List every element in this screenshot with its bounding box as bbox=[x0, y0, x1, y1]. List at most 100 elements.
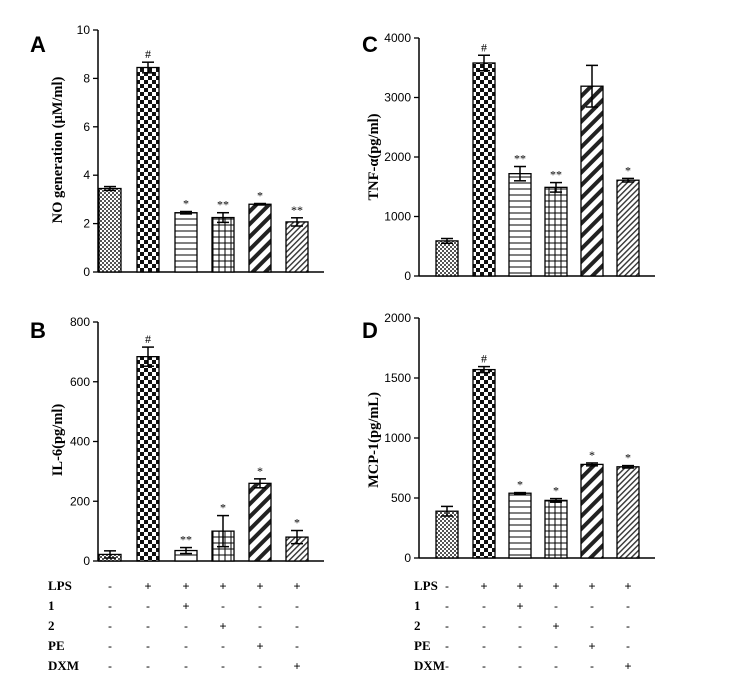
table-mark: - bbox=[221, 599, 225, 613]
table-mark: - bbox=[258, 659, 262, 673]
table-mark: - bbox=[184, 619, 188, 633]
panel-letter-d: D bbox=[362, 318, 378, 343]
table-mark: - bbox=[295, 599, 299, 613]
panel-letter-a: A bbox=[30, 32, 46, 57]
table-mark: - bbox=[221, 639, 225, 653]
significance-mark: * bbox=[553, 484, 559, 498]
y-tick-label: 8 bbox=[83, 71, 90, 85]
table-mark: - bbox=[626, 619, 630, 633]
significance-mark: ** bbox=[291, 203, 303, 217]
y-tick-label: 2000 bbox=[384, 150, 411, 164]
y-axis-title-a: NO generation (μM/ml) bbox=[50, 76, 66, 223]
bar-c-2 bbox=[508, 173, 532, 277]
significance-mark: * bbox=[625, 451, 631, 465]
y-tick-label: 3000 bbox=[384, 91, 411, 105]
table-mark: - bbox=[626, 599, 630, 613]
y-axis-title-b: IL-6(pg/ml) bbox=[50, 404, 66, 477]
significance-mark: * bbox=[257, 464, 263, 478]
significance-mark: * bbox=[517, 478, 523, 492]
significance-mark: ** bbox=[180, 533, 192, 547]
significance-mark: # bbox=[481, 40, 487, 54]
table-mark: - bbox=[482, 619, 486, 633]
table-mark: - bbox=[445, 579, 449, 593]
table-mark: + bbox=[144, 579, 151, 593]
treatment-table: LPS - + + + + +1- - + - - -2- - - + - -PE - - - - + -DXM - - - - - +… bbox=[48, 578, 632, 673]
table-mark: - bbox=[518, 619, 522, 633]
bar-b-1 bbox=[136, 356, 160, 562]
bar-a-1 bbox=[136, 66, 160, 273]
table-mark: + bbox=[516, 579, 523, 593]
table-mark: - bbox=[146, 599, 150, 613]
table-mark: - bbox=[626, 639, 630, 653]
table-mark: + bbox=[219, 579, 226, 593]
treatment-table-right: LPS - + + + + +1- - + - - -2- - - + - -PE - - - - + -DXM - - - - - + bbox=[414, 578, 632, 673]
bar-c-5 bbox=[616, 179, 640, 277]
bar-d-1 bbox=[472, 368, 496, 559]
bar-c-3 bbox=[544, 186, 568, 277]
table-mark: - bbox=[295, 619, 299, 633]
significance-mark: ** bbox=[217, 198, 229, 212]
table-mark: - bbox=[108, 579, 112, 593]
y-tick-label: 0 bbox=[83, 265, 90, 279]
table-row-label: PE bbox=[414, 638, 431, 653]
table-mark: + bbox=[256, 579, 263, 593]
y-tick-label: 4000 bbox=[384, 31, 411, 45]
y-tick-label: 400 bbox=[70, 435, 90, 449]
table-mark: - bbox=[482, 659, 486, 673]
table-mark: - bbox=[184, 639, 188, 653]
table-mark: - bbox=[184, 659, 188, 673]
table-mark: + bbox=[588, 639, 595, 653]
significance-mark: * bbox=[220, 501, 226, 515]
bar-d-3 bbox=[544, 499, 568, 559]
significance-mark: * bbox=[257, 189, 263, 203]
table-row-label: 2 bbox=[414, 618, 421, 633]
table-mark: - bbox=[146, 619, 150, 633]
significance-mark: # bbox=[145, 332, 151, 346]
y-tick-label: 1000 bbox=[384, 210, 411, 224]
significance-mark: ** bbox=[514, 152, 526, 166]
y-tick-label: 0 bbox=[404, 551, 411, 565]
significance-mark: # bbox=[481, 352, 487, 366]
y-tick-label: 4 bbox=[83, 168, 90, 182]
table-mark: - bbox=[518, 639, 522, 653]
table-row-label: 2 bbox=[48, 618, 55, 633]
table-mark: - bbox=[590, 659, 594, 673]
table-mark: + bbox=[624, 579, 631, 593]
table-mark: - bbox=[554, 659, 558, 673]
table-mark: + bbox=[182, 599, 189, 613]
table-mark: - bbox=[258, 599, 262, 613]
table-mark: + bbox=[219, 619, 226, 633]
table-mark: - bbox=[146, 639, 150, 653]
table-mark: + bbox=[552, 579, 559, 593]
bar-d-4 bbox=[580, 463, 604, 559]
bar-a-3 bbox=[211, 216, 235, 273]
table-mark: - bbox=[445, 659, 449, 673]
y-tick-label: 200 bbox=[70, 494, 90, 508]
table-row-label: 1 bbox=[48, 598, 55, 613]
table-mark: + bbox=[552, 619, 559, 633]
significance-mark: # bbox=[145, 47, 151, 61]
table-mark: + bbox=[516, 599, 523, 613]
significance-mark: ** bbox=[550, 168, 562, 182]
y-tick-label: 1500 bbox=[384, 371, 411, 385]
table-mark: - bbox=[590, 599, 594, 613]
treatment-table-left: LPS - + + + + +1 - - + - - - 2 - - - + - - PE - - - - + - DXM - - - - - + bbox=[48, 578, 301, 673]
table-row-label: LPS bbox=[414, 578, 438, 593]
significance-mark: * bbox=[294, 516, 300, 530]
table-row-label: PE bbox=[48, 638, 65, 653]
bar-c-1 bbox=[472, 62, 496, 277]
table-mark: - bbox=[482, 639, 486, 653]
table-mark: + bbox=[624, 659, 631, 673]
bar-c-0 bbox=[435, 240, 459, 277]
table-mark: - bbox=[554, 639, 558, 653]
bar-d-5 bbox=[616, 466, 640, 559]
table-mark: - bbox=[146, 659, 150, 673]
y-tick-label: 0 bbox=[83, 554, 90, 568]
table-row-label: DXM bbox=[414, 658, 445, 673]
table-mark: - bbox=[108, 599, 112, 613]
bar-a-0 bbox=[98, 187, 122, 273]
panel-letter-c: C bbox=[362, 32, 378, 57]
y-axis-title-d: MCP-1(pg/mL) bbox=[366, 392, 382, 488]
